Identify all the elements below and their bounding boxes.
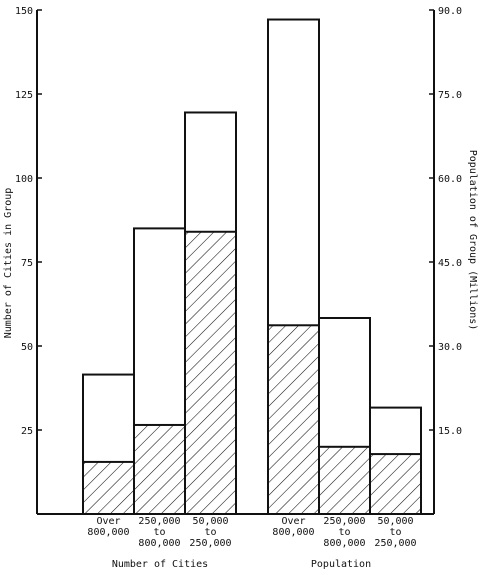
category-label: 250,000 to 800,000 bbox=[138, 516, 180, 549]
bar-hatched bbox=[184, 230, 237, 515]
left-tick-label: 25 bbox=[21, 426, 33, 437]
right-tick-label: 30.0 bbox=[438, 342, 462, 353]
category-label: 50,000 to 250,000 bbox=[374, 516, 416, 549]
group-label-cities: Number of Cities bbox=[112, 559, 208, 570]
left-tick-label: 125 bbox=[15, 90, 33, 101]
category-label: 50,000 to 250,000 bbox=[189, 516, 231, 549]
bar-hatched bbox=[318, 445, 371, 515]
bar-hatched bbox=[369, 453, 422, 515]
category-label: Over 800,000 bbox=[87, 516, 129, 538]
right-tick-label: 75.0 bbox=[438, 90, 462, 101]
category-label: 250,000 to 800,000 bbox=[323, 516, 365, 549]
category-label: Over 800,000 bbox=[272, 516, 314, 538]
left-axis-title: Number of Cities in Group bbox=[3, 188, 14, 339]
left-tick-label: 75 bbox=[21, 258, 33, 269]
right-axis-ticks: 15.0 30.0 45.0 60.0 75.0 90.0 bbox=[429, 6, 462, 437]
bar-hatched bbox=[133, 423, 186, 515]
bar-hatched bbox=[267, 324, 320, 515]
right-axis-title: Population of Group (Millions) bbox=[467, 150, 478, 331]
right-tick-label: 15.0 bbox=[438, 426, 462, 437]
right-tick-label: 90.0 bbox=[438, 6, 462, 17]
right-tick-label: 45.0 bbox=[438, 258, 462, 269]
group-label-population: Population bbox=[311, 559, 371, 570]
left-tick-label: 100 bbox=[15, 174, 33, 185]
left-axis-ticks: 25 50 75 100 125 150 bbox=[15, 6, 42, 437]
right-tick-label: 60.0 bbox=[438, 174, 462, 185]
bars bbox=[82, 18, 422, 516]
bar-hatched bbox=[82, 460, 135, 516]
category-labels: Over 800,000 250,000 to 800,000 50,000 to 250,0… bbox=[87, 516, 416, 549]
left-tick-label: 50 bbox=[21, 342, 33, 353]
left-tick-label: 150 bbox=[15, 6, 33, 17]
